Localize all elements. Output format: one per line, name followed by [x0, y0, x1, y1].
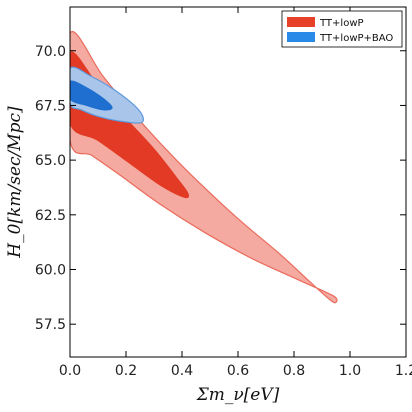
- legend-swatch: [287, 17, 315, 27]
- x-tick-label: 1.0: [339, 363, 361, 379]
- legend-entry: TT+lowP: [319, 18, 364, 29]
- y-tick-label: 62.5: [35, 208, 66, 224]
- y-tick-label: 70.0: [35, 44, 66, 60]
- y-tick-label: 65.0: [35, 153, 66, 169]
- x-tick-label: 0.2: [115, 363, 137, 379]
- tick-layer: 0.0 0.2 0.4 0.6 0.8 1.0 1.2 57.5 60.0 62.5 65.0 67.…: [35, 7, 412, 379]
- contour-tt-lowp-bao-68: [70, 80, 113, 111]
- x-tick-label: 0.6: [227, 363, 249, 379]
- y-tick-label: 57.5: [35, 317, 66, 333]
- legend: TT+lowP TT+lowP+BAO: [281, 10, 403, 48]
- y-axis-label: H_0[km/sec/Mpc]: [5, 106, 25, 259]
- contour-layer: [70, 30, 338, 304]
- y-tick-label: 60.0: [35, 263, 66, 279]
- contour-tt-lowp-95: [70, 30, 338, 304]
- x-tick-label: 0.0: [59, 363, 81, 379]
- x-tick-label: 0.4: [171, 363, 193, 379]
- legend-entry: TT+lowP+BAO: [319, 33, 393, 44]
- contour-tt-lowp-bao-95: [70, 66, 145, 124]
- x-tick-label: 0.8: [283, 363, 305, 379]
- y-tick-label: 67.5: [35, 98, 66, 114]
- x-tick-label: 1.2: [395, 363, 412, 379]
- x-axis-label: Σm_ν[eV]: [196, 385, 280, 405]
- plot-frame: [69, 6, 407, 358]
- legend-swatch: [287, 32, 315, 42]
